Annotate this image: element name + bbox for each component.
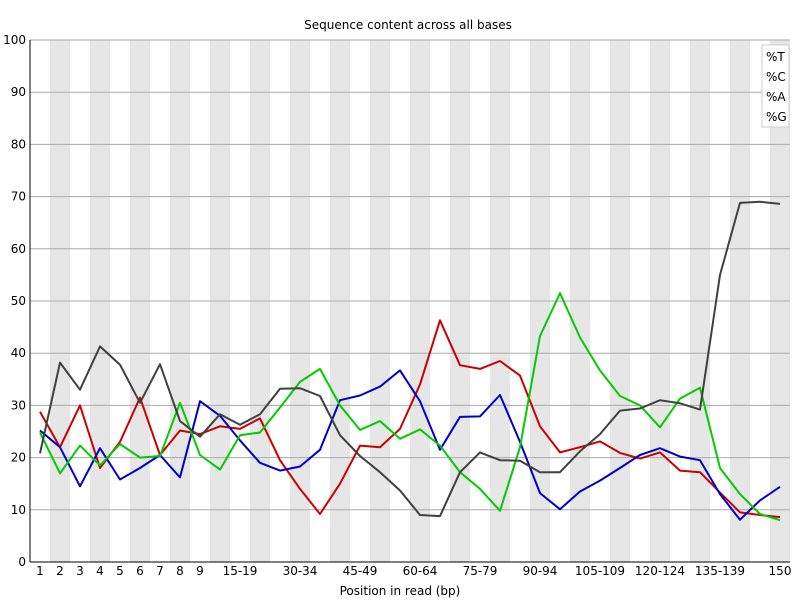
x-tick-label: 90-94 [523, 564, 558, 578]
y-tick-label: 80 [11, 137, 26, 151]
series-line-pct-t [39, 319, 781, 519]
y-tick-label: 100 [3, 33, 26, 47]
y-tick-labels: 0 10 20 30 40 50 60 70 80 90 100 [3, 33, 26, 569]
x-tick-label: 9 [196, 564, 204, 578]
x-tick-label: 30-34 [283, 564, 318, 578]
x-tick-label: 120-124 [635, 564, 685, 578]
x-tick-label: 135-139 [695, 564, 745, 578]
x-tick-label: 75-79 [463, 564, 498, 578]
x-tick-label: 7 [156, 564, 164, 578]
x-tick-labels: 1 2 3 4 5 6 7 8 9 15-19 30-34 45-49 60-64 75-79 90-94 1… [36, 564, 791, 578]
y-tick-label: 20 [11, 451, 26, 465]
x-tick-label: 6 [136, 564, 144, 578]
y-tick-label: 70 [11, 190, 26, 204]
y-tick-label: 50 [11, 294, 26, 308]
x-tick-label: 60-64 [403, 564, 438, 578]
x-tick-label: 45-49 [343, 564, 378, 578]
legend-entry: %G [766, 110, 787, 124]
y-tick-label: 40 [11, 346, 26, 360]
y-tick-label: 60 [11, 242, 26, 256]
series-line-pct-g [39, 200, 781, 518]
x-tick-label: 1 [36, 564, 44, 578]
x-tick-label: 2 [56, 564, 64, 578]
y-tick-label: 30 [11, 398, 26, 412]
axes [29, 40, 790, 563]
series-line-pct-a [39, 292, 781, 522]
series-line-pct-c [39, 369, 781, 521]
y-tick-label: 0 [18, 555, 26, 569]
x-tick-label: 105-109 [575, 564, 625, 578]
x-tick-label: 3 [76, 564, 84, 578]
legend-entry: %C [766, 70, 786, 84]
chart-title: Sequence content across all bases [304, 18, 512, 32]
x-tick-label: 8 [176, 564, 184, 578]
x-tick-label: 5 [116, 564, 124, 578]
series-lines [39, 200, 781, 522]
y-tick-label: 10 [11, 503, 26, 517]
legend-entry: %A [766, 90, 786, 104]
x-axis-label: Position in read (bp) [340, 584, 461, 598]
y-tick-label: 90 [11, 85, 26, 99]
legend-entry: %T [766, 50, 785, 64]
x-tick-label: 4 [96, 564, 104, 578]
x-tick-label: 15-19 [223, 564, 258, 578]
legend: %T %C %A %G [761, 44, 790, 128]
x-tick-label: 150 [769, 564, 792, 578]
legend-box [761, 44, 790, 128]
